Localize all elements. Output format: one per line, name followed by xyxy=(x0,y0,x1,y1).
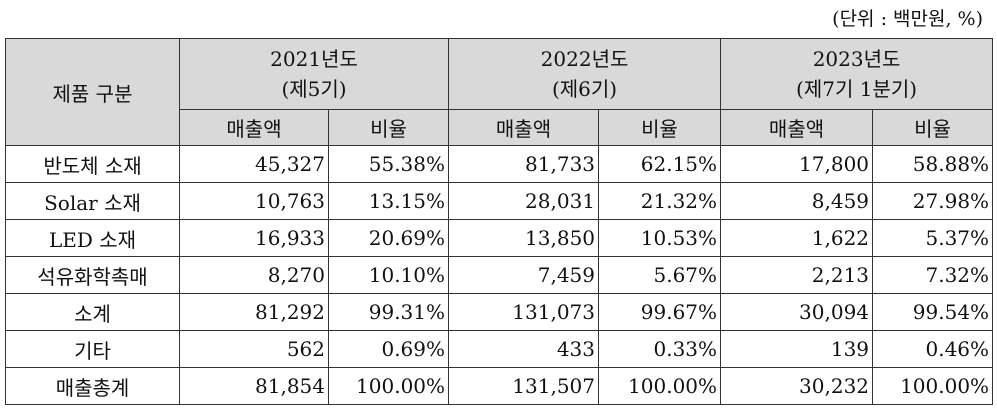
table-row: 소계 81,292 99.31% 131,073 99.67% 30,094 9… xyxy=(5,293,994,331)
period-year: 2022년도 xyxy=(540,47,629,71)
ratio-cell: 99.31% xyxy=(327,293,450,331)
sales-cell: 562 xyxy=(179,330,329,368)
sales-cell: 7,459 xyxy=(448,256,600,294)
ratio-cell: 55.38% xyxy=(327,145,450,183)
row-label: LED 소재 xyxy=(5,219,180,257)
sales-cell: 131,073 xyxy=(448,293,600,331)
ratio-cell: 0.33% xyxy=(598,330,722,368)
ratio-cell: 13.15% xyxy=(327,182,450,220)
sales-cell: 16,933 xyxy=(179,219,329,257)
period-header-2023: 2023년도 (제7기 1분기) xyxy=(720,38,994,110)
sales-cell: 81,733 xyxy=(448,145,600,183)
sales-header: 매출액 xyxy=(448,109,600,146)
ratio-header: 비율 xyxy=(872,109,994,146)
table-row: 매출총계 81,854 100.00% 131,507 100.00% 30,2… xyxy=(5,367,994,405)
ratio-cell: 100.00% xyxy=(598,367,722,405)
sales-cell: 30,094 xyxy=(720,293,874,331)
category-header: 제품 구분 xyxy=(5,38,180,146)
ratio-cell: 99.67% xyxy=(598,293,722,331)
period-term: (제7기 1분기) xyxy=(796,77,918,101)
ratio-cell: 10.53% xyxy=(598,219,722,257)
table-row: Solar 소재 10,763 13.15% 28,031 21.32% 8,4… xyxy=(5,182,994,220)
sales-cell: 139 xyxy=(720,330,874,368)
sales-cell: 2,213 xyxy=(720,256,874,294)
sales-cell: 81,854 xyxy=(179,367,329,405)
period-term: (제5기) xyxy=(281,77,347,101)
ratio-cell: 10.10% xyxy=(327,256,450,294)
ratio-cell: 58.88% xyxy=(872,145,994,183)
row-label: Solar 소재 xyxy=(5,182,180,220)
table-row: 석유화학촉매 8,270 10.10% 7,459 5.67% 2,213 7.… xyxy=(5,256,994,294)
period-header-2022: 2022년도 (제6기) xyxy=(448,38,722,110)
sales-header: 매출액 xyxy=(720,109,874,146)
table-row: 반도체 소재 45,327 55.38% 81,733 62.15% 17,80… xyxy=(5,145,994,183)
sales-table: 제품 구분 2021년도 (제5기) 2022년도 (제6기) 2023년도 (… xyxy=(5,38,994,405)
table-row: 기타 562 0.69% 433 0.33% 139 0.46% xyxy=(5,330,994,368)
row-label: 반도체 소재 xyxy=(5,145,180,183)
ratio-cell: 99.54% xyxy=(872,293,994,331)
row-label: 석유화학촉매 xyxy=(5,256,180,294)
sales-cell: 1,622 xyxy=(720,219,874,257)
period-header-2021: 2021년도 (제5기) xyxy=(178,38,450,110)
period-year: 2021년도 xyxy=(270,47,358,71)
table-row: LED 소재 16,933 20.69% 13,850 10.53% 1,622… xyxy=(5,219,994,257)
ratio-header: 비율 xyxy=(598,109,722,146)
ratio-cell: 20.69% xyxy=(327,219,450,257)
sales-cell: 45,327 xyxy=(179,145,329,183)
row-label: 소계 xyxy=(5,293,180,331)
sales-cell: 8,270 xyxy=(179,256,329,294)
ratio-cell: 100.00% xyxy=(327,367,450,405)
period-year: 2023년도 xyxy=(812,47,901,71)
sales-header: 매출액 xyxy=(179,109,329,146)
ratio-cell: 0.69% xyxy=(327,330,450,368)
sales-cell: 13,850 xyxy=(448,219,600,257)
ratio-cell: 62.15% xyxy=(598,145,722,183)
ratio-header: 비율 xyxy=(327,109,450,146)
period-term: (제6기) xyxy=(551,77,618,101)
ratio-cell: 27.98% xyxy=(872,182,994,220)
ratio-cell: 21.32% xyxy=(598,182,722,220)
row-label: 매출총계 xyxy=(5,367,180,405)
ratio-cell: 5.37% xyxy=(872,219,994,257)
ratio-cell: 100.00% xyxy=(872,367,994,405)
sales-cell: 131,507 xyxy=(448,367,600,405)
ratio-cell: 7.32% xyxy=(872,256,994,294)
sales-cell: 8,459 xyxy=(720,182,874,220)
sales-cell: 433 xyxy=(448,330,600,368)
ratio-cell: 0.46% xyxy=(872,330,994,368)
row-label: 기타 xyxy=(5,330,180,368)
sales-cell: 17,800 xyxy=(720,145,874,183)
ratio-cell: 5.67% xyxy=(598,256,722,294)
sales-cell: 10,763 xyxy=(179,182,329,220)
unit-note: (단위 : 백만원, %) xyxy=(832,8,983,30)
sales-cell: 81,292 xyxy=(179,293,329,331)
sales-cell: 28,031 xyxy=(448,182,600,220)
sales-cell: 30,232 xyxy=(720,367,874,405)
